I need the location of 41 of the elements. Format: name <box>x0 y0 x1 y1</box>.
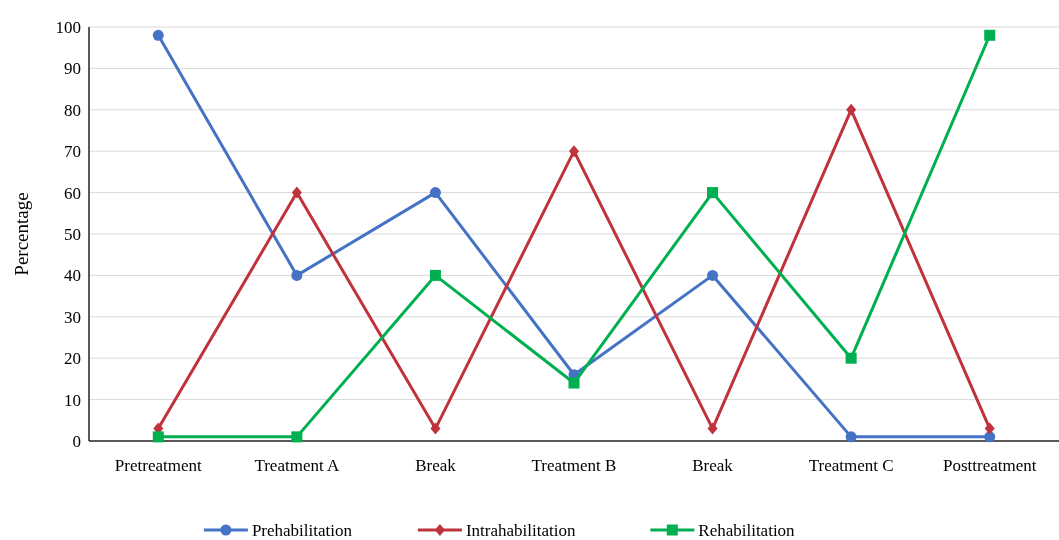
point <box>846 103 857 116</box>
point <box>707 187 719 199</box>
point <box>430 422 441 435</box>
y-tick-label: 30 <box>64 307 81 327</box>
y-tick-label: 20 <box>64 349 81 369</box>
y-tick-label: 90 <box>64 59 81 79</box>
point <box>291 186 302 199</box>
x-tick-label: Break <box>692 456 734 475</box>
point <box>707 269 719 281</box>
y-tick-label: 10 <box>64 390 81 410</box>
y-tick-label: 100 <box>55 17 81 37</box>
y-tick-label: 0 <box>72 431 81 451</box>
point <box>845 431 857 443</box>
point <box>568 377 580 389</box>
y-tick-label: 80 <box>64 100 81 120</box>
x-tick-label: Break <box>415 456 457 475</box>
legend-label: Prehabilitation <box>251 520 353 540</box>
point <box>152 29 164 41</box>
y-tick-label: 40 <box>64 266 81 286</box>
point <box>429 187 441 199</box>
point <box>291 269 303 281</box>
legend-label: Rehabilitation <box>698 520 796 540</box>
point <box>984 422 995 435</box>
x-tick-label: Pretreatment <box>114 456 202 475</box>
x-tick-label: Treatment A <box>254 456 340 475</box>
point <box>569 145 579 158</box>
point <box>845 352 857 364</box>
point <box>984 29 996 41</box>
x-tick-label: Treatment B <box>531 456 617 475</box>
y-tick-label: 70 <box>64 142 81 162</box>
point <box>707 422 718 435</box>
point <box>429 269 441 281</box>
point <box>984 431 996 443</box>
point <box>291 431 303 443</box>
x-tick-label: Posttreatment <box>942 456 1037 475</box>
x-tick-label: Treatment C <box>808 456 894 475</box>
y-axis-title: Percentage <box>11 192 32 276</box>
point <box>152 431 164 443</box>
y-tick-label: 60 <box>64 183 81 203</box>
y-tick-label: 50 <box>64 224 81 244</box>
legend-label: Intrahabilitation <box>465 520 576 540</box>
